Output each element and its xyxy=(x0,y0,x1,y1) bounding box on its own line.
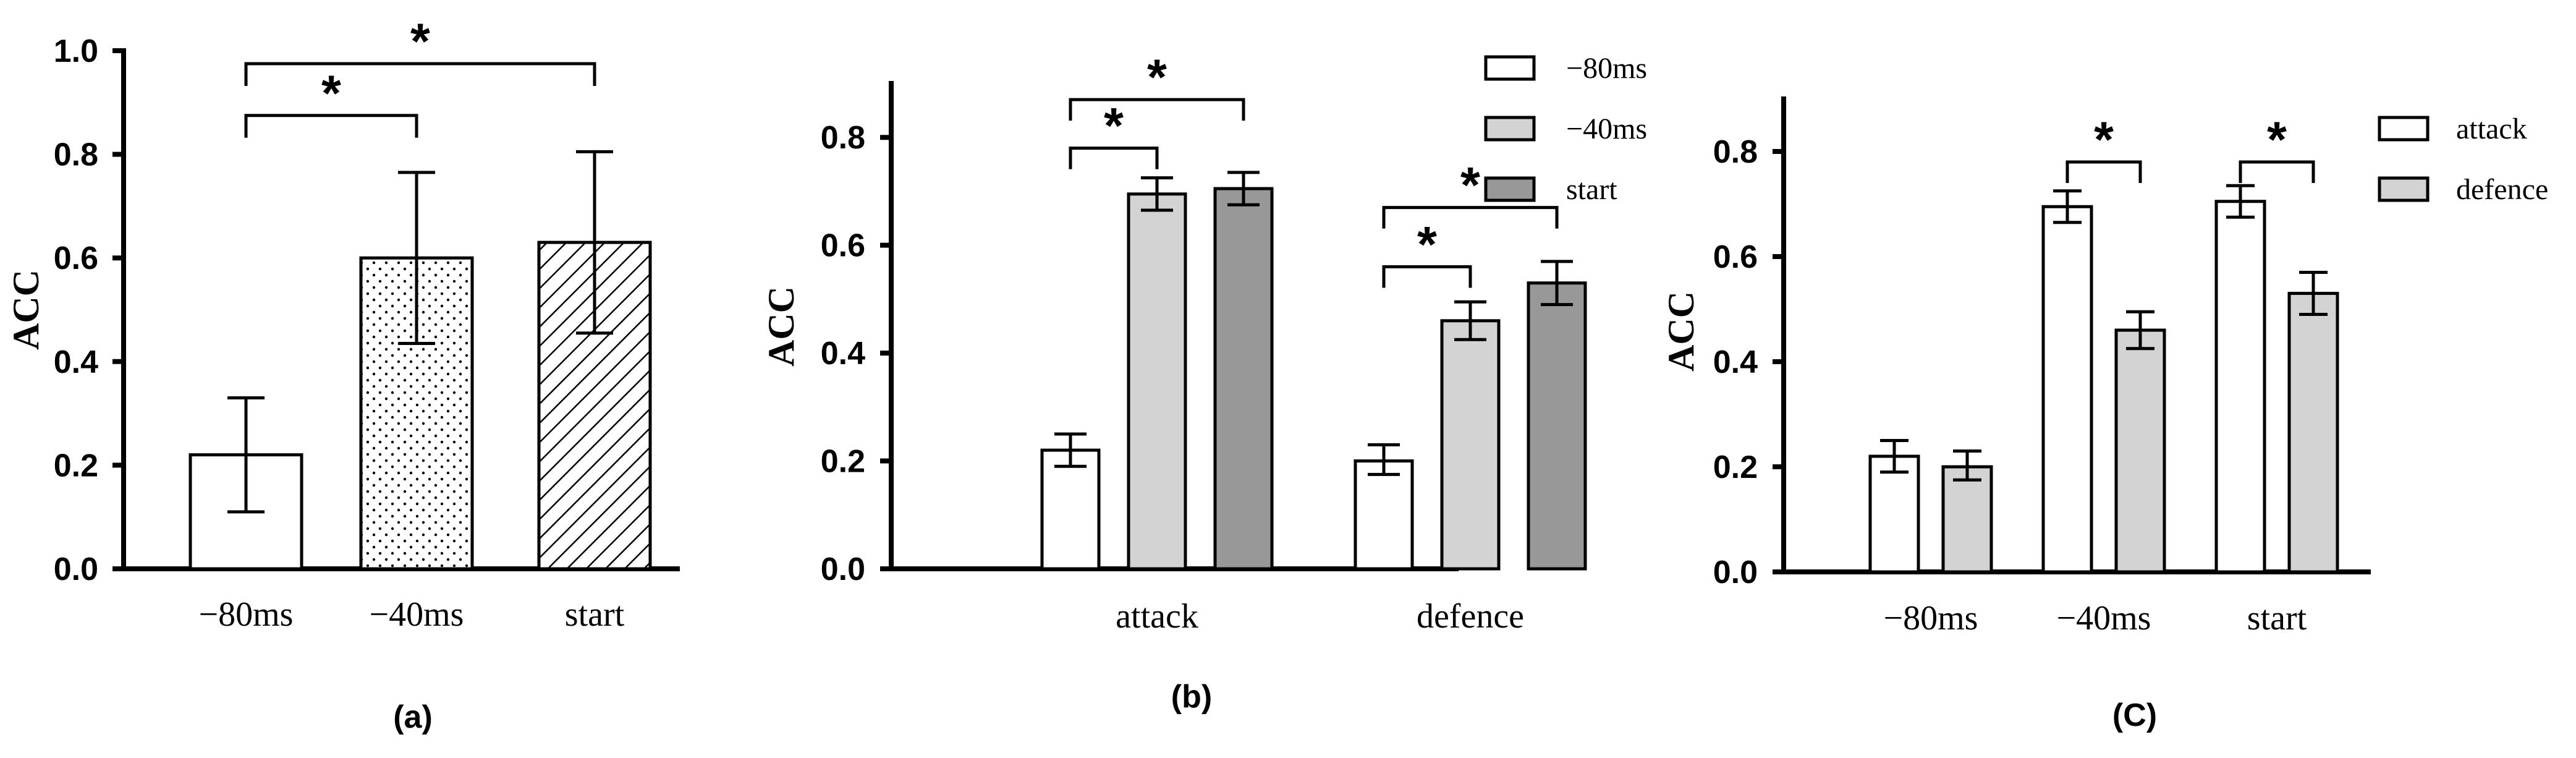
y-tick-label: 0.4 xyxy=(821,336,865,372)
bar xyxy=(2214,200,2266,574)
y-tick-label: 0.8 xyxy=(821,120,865,156)
significance-star: * xyxy=(2094,112,2114,168)
bar xyxy=(1440,319,1501,571)
y-tick-label: 0.0 xyxy=(54,551,98,587)
legend-label: attack xyxy=(2456,113,2527,145)
legend-swatch xyxy=(2378,116,2430,142)
significance-bracket xyxy=(1069,147,1159,169)
bar xyxy=(1354,459,1414,571)
bar xyxy=(1127,192,1187,571)
y-axis-label: ACC xyxy=(761,286,802,367)
significance-bracket xyxy=(1069,98,1245,121)
x-tick-label: −80ms xyxy=(199,595,294,634)
y-axis-label: ACC xyxy=(1661,291,1701,372)
legend-swatch xyxy=(1484,116,1536,142)
significance-bracket xyxy=(1382,265,1472,288)
x-tick-label: defence xyxy=(1417,597,1524,636)
y-tick-label: 1.0 xyxy=(54,33,98,69)
y-tick-label: 0.0 xyxy=(1713,555,1758,590)
y-tick-label: 0.6 xyxy=(54,241,98,276)
y-tick-label: 0.2 xyxy=(54,448,98,483)
panel-b-chart: 0.0 0.2 0.4 0.6 0.8 ACC (b) attack defence * * * * −8… xyxy=(761,49,1647,715)
bar xyxy=(1527,281,1587,571)
y-tick-label: 0.6 xyxy=(821,228,865,264)
significance-bracket xyxy=(2065,160,2142,183)
panel-a-chart: 0.0 0.2 0.4 0.6 0.8 1.0 ACC (a) −80ms −40ms start *… xyxy=(6,14,680,735)
x-tick-label: attack xyxy=(1116,597,1198,636)
bar xyxy=(2287,292,2339,574)
bar xyxy=(1941,465,1993,574)
y-tick-label: 0.2 xyxy=(821,444,865,480)
legend-swatch xyxy=(2378,176,2430,202)
significance-star: * xyxy=(1104,98,1124,155)
y-tick-label: 0.2 xyxy=(1713,449,1758,485)
x-tick-label: −40ms xyxy=(370,595,464,634)
significance-bracket xyxy=(1382,206,1559,229)
significance-star: * xyxy=(321,66,341,122)
bar xyxy=(1213,187,1274,571)
y-tick-label: 0.6 xyxy=(1713,239,1758,275)
panel-label: (b) xyxy=(1171,679,1212,715)
significance-bracket xyxy=(244,114,418,138)
y-tick-label: 0.8 xyxy=(54,137,98,173)
y-tick-label: 0.0 xyxy=(821,551,865,587)
panel-label: (a) xyxy=(393,699,433,735)
x-tick-label: −40ms xyxy=(2057,599,2151,637)
x-tick-label: start xyxy=(565,595,625,634)
y-tick-label: 0.4 xyxy=(1713,344,1758,380)
bar xyxy=(1040,448,1101,571)
x-tick-label: −80ms xyxy=(1884,599,1978,637)
y-axis-label: ACC xyxy=(6,270,46,350)
legend-swatch xyxy=(1484,176,1536,202)
significance-star: * xyxy=(1460,158,1480,214)
panel-c-chart: 0.0 0.2 0.4 0.6 0.8 ACC (C) −80ms −40ms start * * at… xyxy=(1661,96,2548,733)
significance-star: * xyxy=(1147,49,1167,106)
legend-label: −40ms xyxy=(1566,113,1647,145)
bar xyxy=(1868,454,1920,574)
significance-bracket xyxy=(2239,160,2315,183)
bar xyxy=(2114,328,2166,574)
x-tick-label: start xyxy=(2247,599,2307,637)
legend-label: −80ms xyxy=(1566,52,1647,85)
significance-star: * xyxy=(1417,217,1437,273)
significance-star: * xyxy=(2267,112,2287,168)
significance-bracket xyxy=(244,62,596,86)
significance-star: * xyxy=(410,14,430,70)
y-tick-label: 0.8 xyxy=(1713,134,1758,170)
legend-label: defence xyxy=(2456,173,2548,206)
panel-label: (C) xyxy=(2112,697,2157,733)
y-tick-label: 0.4 xyxy=(54,344,98,380)
bar xyxy=(2041,205,2093,574)
legend-swatch xyxy=(1484,55,1536,81)
legend-label: start xyxy=(1566,173,1617,206)
